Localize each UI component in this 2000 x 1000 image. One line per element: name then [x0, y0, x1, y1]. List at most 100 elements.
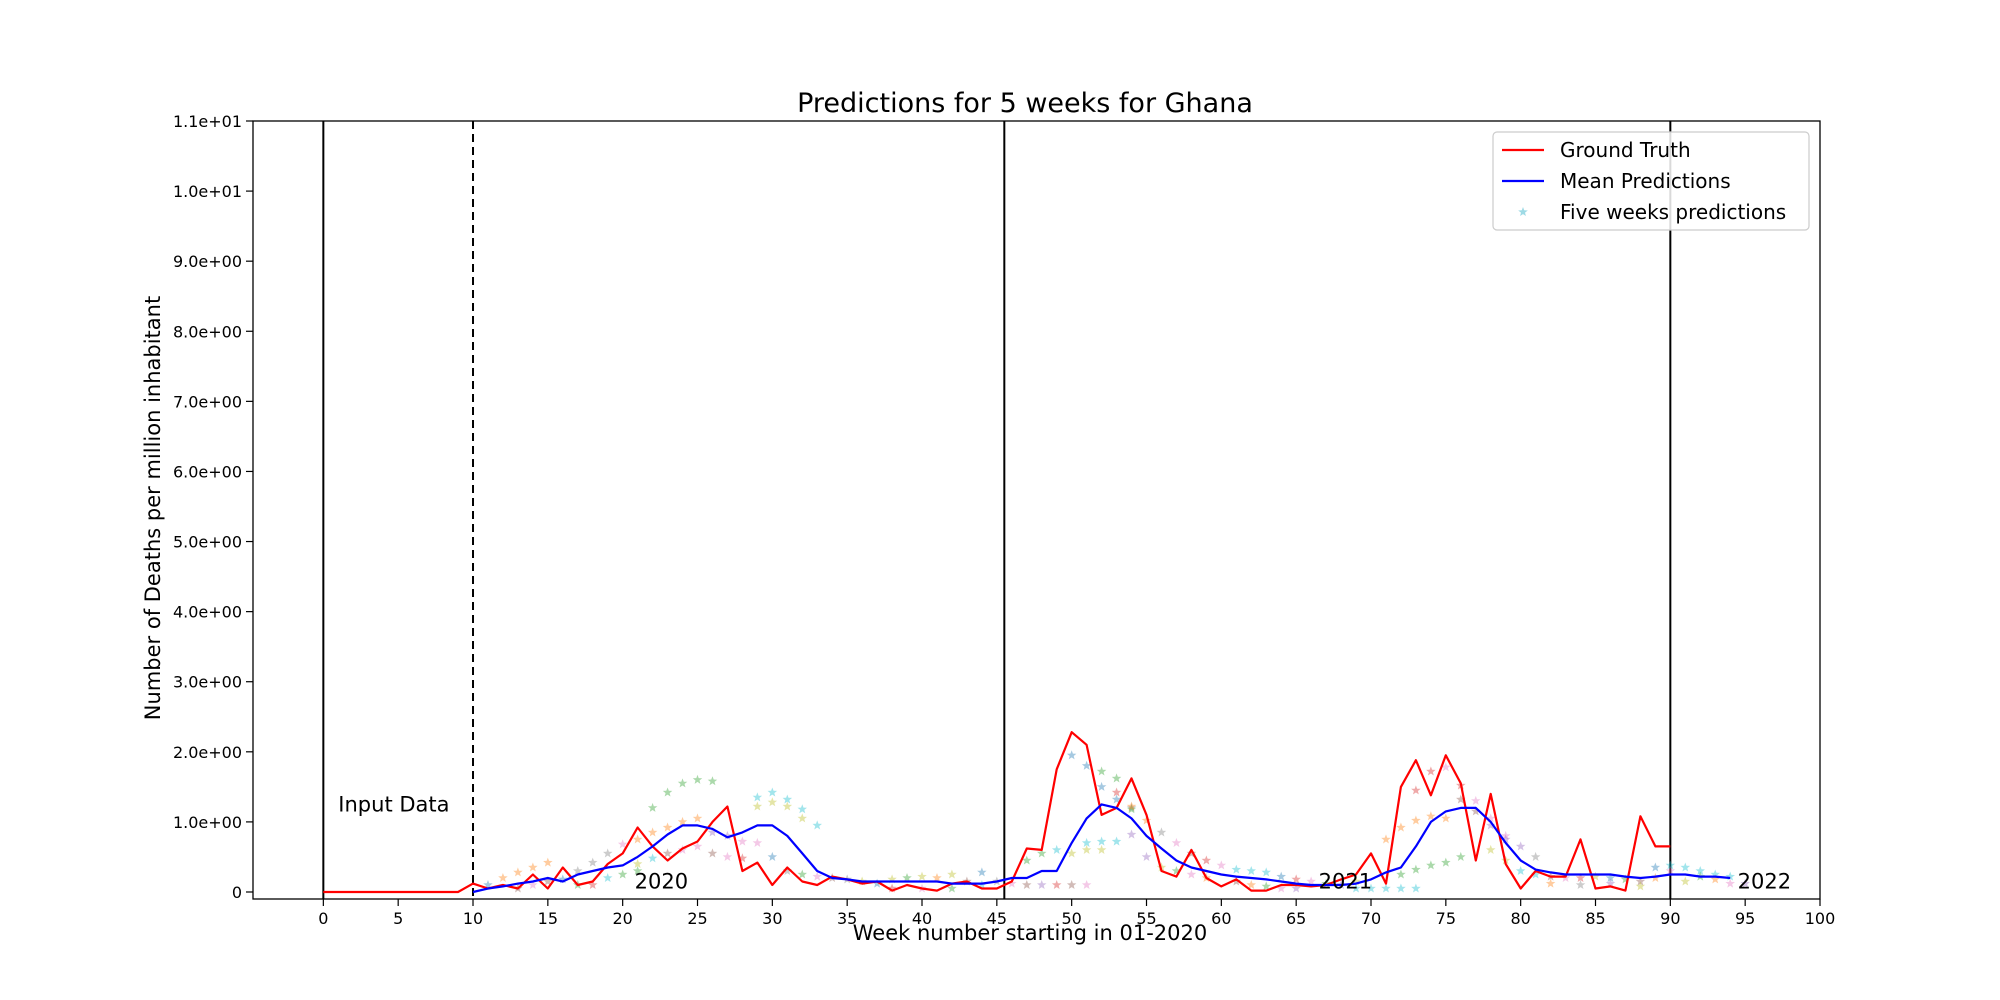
chart-title: Predictions for 5 weeks for Ghana [797, 88, 1253, 119]
prediction-star [947, 869, 957, 879]
x-tick-label: 30 [762, 909, 782, 928]
y-tick-label: 4.0e+00 [173, 603, 242, 622]
prediction-star [1411, 883, 1421, 893]
prediction-star [647, 827, 658, 837]
plot-frame [252, 120, 1821, 900]
prediction-star [1426, 766, 1436, 776]
prediction-star [692, 813, 703, 823]
x-tick-label: 35 [837, 909, 857, 928]
prediction-star [1456, 794, 1466, 804]
prediction-star [1500, 830, 1511, 840]
prediction-star [1156, 827, 1167, 837]
x-tick-label: 65 [1286, 909, 1306, 928]
prediction-star [1126, 801, 1137, 811]
prediction-star [573, 866, 583, 875]
prediction-star [1411, 815, 1421, 825]
prediction-star [1426, 811, 1436, 821]
prediction-star [1081, 837, 1092, 847]
prediction-star [1231, 876, 1242, 886]
legend-entry-label: Five weeks predictions [1560, 200, 1786, 224]
prediction-star [1441, 857, 1451, 867]
prediction-star [1725, 871, 1735, 881]
prediction-star [1680, 862, 1691, 872]
prediction-star [1111, 787, 1122, 797]
prediction-star [1575, 880, 1586, 889]
prediction-star [1351, 883, 1361, 893]
prediction-star [1695, 866, 1705, 875]
prediction-star [1306, 876, 1316, 886]
prediction-star [662, 848, 673, 858]
x-tick-label: 10 [463, 909, 483, 928]
vertical-lines [322, 121, 1672, 899]
legend-entry-label: Ground Truth [1560, 138, 1691, 162]
prediction-star [1096, 766, 1107, 776]
ground-truth-line [323, 731, 1671, 894]
prediction-star [767, 797, 778, 807]
y-tick-label: 0 [232, 883, 242, 902]
y-tick-label: 8.0e+00 [173, 322, 242, 341]
prediction-star [1081, 880, 1092, 889]
prediction-star [1456, 851, 1466, 861]
y-tick-label: 1.0e+01 [173, 182, 242, 201]
prediction-star [1411, 785, 1421, 795]
x-tick-label: 20 [612, 909, 632, 928]
prediction-star [1486, 820, 1496, 830]
y-tick-label: 1.1e+01 [173, 112, 242, 131]
prediction-star [483, 880, 493, 889]
prediction-star [1111, 794, 1122, 804]
x-tick-label: 95 [1735, 909, 1755, 928]
prediction-star [1231, 864, 1242, 874]
prediction-star [872, 878, 882, 888]
prediction-star [558, 874, 568, 884]
prediction-star [812, 871, 822, 881]
prediction-star [932, 873, 942, 882]
prediction-star [1426, 860, 1436, 870]
prediction-star [1381, 883, 1391, 893]
prediction-star [632, 859, 643, 868]
prediction-star [543, 857, 553, 867]
prediction-star [588, 880, 598, 889]
prediction-star [1665, 860, 1676, 870]
prediction-star [767, 851, 778, 861]
prediction-star [1141, 815, 1152, 825]
prediction-star [1396, 883, 1406, 893]
prediction-star [1171, 837, 1182, 847]
y-tick-label: 7.0e+00 [173, 392, 242, 411]
x-tick-label: 85 [1585, 909, 1605, 928]
prediction-star [1441, 813, 1451, 823]
prediction-star [797, 813, 807, 823]
prediction-star [1066, 750, 1077, 760]
prediction-star [1635, 876, 1646, 886]
prediction-star [902, 873, 912, 882]
prediction-star [1261, 867, 1271, 877]
prediction-star [1411, 864, 1421, 874]
prediction-star [1186, 869, 1197, 879]
prediction-star [498, 873, 508, 882]
prediction-star [1276, 883, 1286, 893]
prediction-star [707, 848, 718, 858]
prediction-star [1471, 806, 1481, 816]
prediction-star [513, 867, 523, 877]
prediction-star [1096, 836, 1107, 846]
prediction-star [1605, 878, 1616, 888]
prediction-star [528, 862, 538, 872]
prediction-star [1141, 851, 1152, 861]
annotation-text: 2021 [1319, 869, 1372, 893]
prediction-star [1605, 873, 1616, 882]
prediction-star [887, 883, 897, 893]
series-lines [323, 731, 1731, 894]
prediction-star [782, 794, 793, 804]
prediction-star [632, 866, 643, 875]
prediction-star [1515, 841, 1526, 851]
x-tick-label: 60 [1211, 909, 1231, 928]
prediction-star [603, 848, 613, 858]
prediction-star [1620, 874, 1631, 884]
prediction-star [543, 876, 553, 886]
prediction-star [617, 839, 628, 849]
annotation-text: Input Data [338, 792, 449, 816]
prediction-star [1111, 836, 1122, 846]
prediction-star [1635, 881, 1646, 891]
prediction-star [1680, 876, 1691, 886]
prediction-star [662, 787, 673, 797]
